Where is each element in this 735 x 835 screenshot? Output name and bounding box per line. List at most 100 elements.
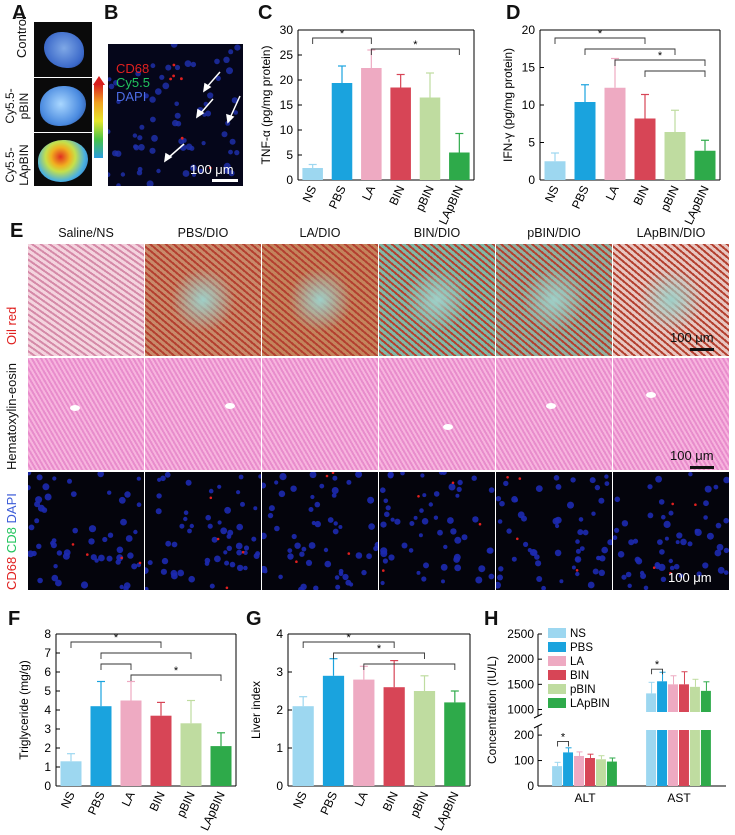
cd68-spot [347,552,351,555]
bar-NS [552,766,563,786]
x-tick-label: pBIN [658,183,682,213]
nucleus [156,493,162,499]
nucleus [673,563,680,570]
cd68-spot [180,77,183,81]
scale-bar-oil [690,348,714,351]
he-image [379,358,495,470]
nucleus [408,548,414,553]
nucleus [382,558,388,564]
legend-swatch-PBS [548,642,566,652]
nucleus [116,99,121,104]
nucleus [165,540,172,547]
cd68-spot [120,556,123,560]
chart-d-ifn: 0 5 10 15 20 IFN-γ (pg/mg protein) NS PBS LA BIN p… [501,23,721,227]
panel-label-h: H [484,608,499,630]
legend-label-LA: LA [570,656,584,668]
nucleus [125,535,133,542]
nucleus [291,533,297,540]
legend-swatch-pBIN [548,684,566,694]
nucleus [441,472,447,475]
nucleus [591,511,596,516]
nucleus [454,564,462,572]
y-tick-label: 2500 [507,627,534,641]
nucleus [179,523,185,529]
nucleus [236,523,243,531]
panel-label-e: E [10,220,24,242]
x-tick-label: BIN [386,183,407,207]
bar-pBIN [180,723,202,786]
nucleus [240,501,245,507]
nucleus [554,549,562,557]
nucleus [676,532,683,539]
significance-bracket [70,641,162,648]
nucleus [28,524,35,531]
nucleus [221,131,228,138]
nucleus [422,493,427,498]
fluor-image [496,472,612,590]
nucleus [52,476,57,481]
panel-label-c: C [258,2,273,24]
nucleus [150,63,156,69]
nucleus [598,569,605,576]
oil-red-image [145,244,261,356]
nucleus [687,541,693,547]
nucleus [116,554,124,562]
nucleus [243,550,248,555]
scale-bar-b [212,179,238,182]
nucleus [108,129,111,134]
channel-cy55: Cy5.5 [116,75,150,90]
he-image [262,358,378,470]
nucleus [441,579,445,584]
nucleus [334,575,340,580]
nucleus [42,483,50,491]
x-tick-label: LA [119,789,138,808]
nucleus [189,523,194,529]
nucleus [233,110,238,115]
nucleus [627,583,632,588]
nucleus [380,547,388,555]
nucleus [224,506,231,514]
bar-LApBIN [700,690,711,712]
nucleus [234,150,240,156]
nucleus [659,549,665,555]
significance-bracket [584,48,676,55]
cd68-spot [671,502,674,506]
nucleus [90,554,97,561]
nucleus [255,551,261,557]
nucleus [416,570,421,575]
nucleus [51,538,57,543]
nucleus [559,579,564,584]
cd68-spot [172,74,175,78]
nucleus [278,574,283,580]
nucleus [577,529,584,536]
y-tick-label: 15 [522,61,536,75]
bar-NS [292,706,314,786]
x-tick-label: BIN [147,789,168,813]
y-tick-label: 20 [522,23,536,37]
nucleus [262,482,267,489]
nucleus [149,147,156,154]
nucleus [694,528,699,533]
he-image [28,358,144,470]
bar-LApBIN [606,761,617,786]
nucleus [555,484,562,490]
bar-BIN [150,715,172,786]
nucleus [131,563,138,570]
nucleus [251,536,257,542]
significance-star: * [561,731,566,743]
row-label-pbin: Cy5.5-pBIN [3,88,31,124]
intensity-colorbar [94,84,103,158]
nucleus [668,558,673,564]
nucleus [174,64,181,71]
chart-h-alt-ast: 0 100 200 1000 1500 2000 2500 Concentration (IU… [485,627,726,805]
cd68-spot [669,571,672,575]
significance-bracket [312,37,372,44]
nucleus [279,473,287,481]
legend-label-LApBIN: LApBIN [570,698,610,710]
nucleus [635,557,643,565]
bar-LApBIN [694,150,716,180]
nucleus [570,477,576,483]
nucleus [156,168,161,174]
y-tick-label: 0 [286,173,293,187]
nucleus [647,512,654,519]
